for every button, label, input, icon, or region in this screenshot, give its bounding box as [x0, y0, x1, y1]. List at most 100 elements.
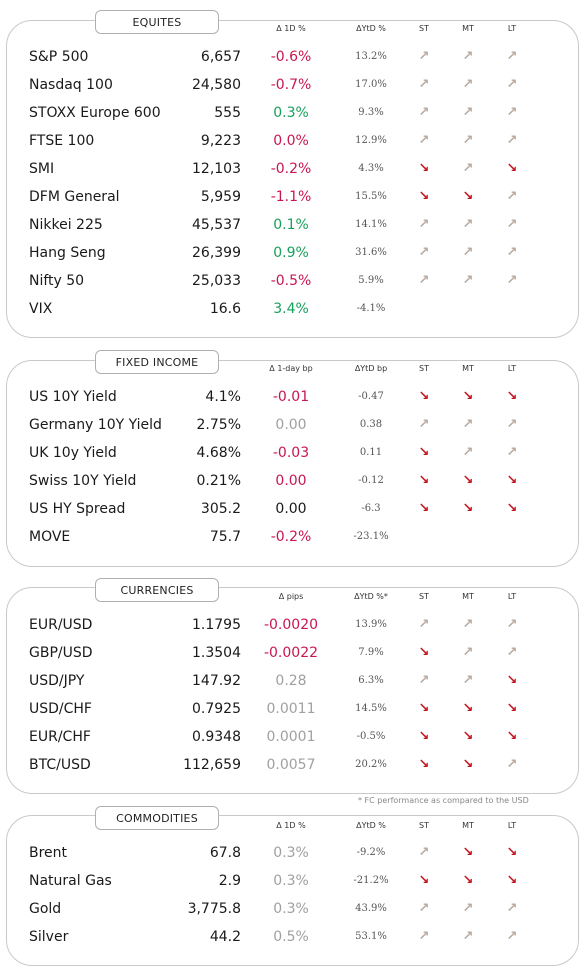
instrument-name: Nikkei 225: [29, 217, 103, 233]
commodities-header-chg: Δ 1D %: [276, 821, 306, 830]
arrow-up-right-icon: ↗: [462, 217, 474, 232]
arrow-up-right-icon: ↗: [506, 901, 518, 916]
instrument-value: 1.1795: [192, 617, 241, 633]
arrow-up-right-icon: ↗: [462, 645, 474, 660]
instrument-value: 555: [214, 105, 241, 121]
table-row: Silver 44.2 0.5% 53.1% ↗ ↗ ↗: [0, 923, 586, 951]
equities-panel: [6, 20, 579, 338]
ytd-change: -6.3: [361, 503, 381, 514]
arrow-down-right-icon: ↘: [506, 701, 518, 716]
daily-change: 0.0%: [273, 133, 309, 149]
ytd-change: 0.11: [359, 447, 383, 458]
instrument-name: US 10Y Yield: [29, 389, 117, 405]
instrument-name: Hang Seng: [29, 245, 106, 261]
arrow-down-right-icon: ↘: [418, 501, 430, 516]
ytd-change: 14.5%: [355, 703, 387, 714]
table-row: USD/JPY 147.92 0.28 6.3% ↗ ↗ ↘: [0, 667, 586, 695]
arrow-down-right-icon: ↘: [462, 845, 474, 860]
arrow-up-right-icon: ↗: [462, 445, 474, 460]
ytd-change: 17.0%: [355, 79, 387, 90]
arrow-up-right-icon: ↗: [462, 49, 474, 64]
table-row: DFM General 5,959 -1.1% 15.5% ↘ ↘ ↗: [0, 183, 586, 211]
arrow-up-right-icon: ↗: [462, 901, 474, 916]
ytd-change: -9.2%: [356, 847, 386, 858]
currencies-header-ytd: ΔYtD %*: [354, 592, 388, 601]
table-row: VIX 16.6 3.4% -4.1%: [0, 295, 586, 323]
fixed-income-header-ytd: ΔYtD bp: [354, 364, 388, 373]
arrow-up-right-icon: ↗: [418, 105, 430, 120]
table-row: SMI 12,103 -0.2% 4.3% ↘ ↗ ↘: [0, 155, 586, 183]
instrument-name: US HY Spread: [29, 501, 126, 517]
arrow-up-right-icon: ↗: [462, 105, 474, 120]
daily-change: 0.5%: [273, 929, 309, 945]
table-row: GBP/USD 1.3504 -0.0022 7.9% ↘ ↗ ↗: [0, 639, 586, 667]
instrument-value: 16.6: [209, 301, 241, 317]
arrow-down-right-icon: ↘: [462, 501, 474, 516]
ytd-change: -0.5%: [356, 731, 386, 742]
arrow-down-right-icon: ↘: [506, 845, 518, 860]
instrument-name: FTSE 100: [29, 133, 95, 149]
instrument-value: 4.68%: [196, 445, 241, 461]
instrument-value: 4.1%: [205, 389, 241, 405]
instrument-name: DFM General: [29, 189, 120, 205]
arrow-up-right-icon: ↗: [506, 617, 518, 632]
instrument-name: VIX: [29, 301, 53, 317]
arrow-up-right-icon: ↗: [418, 133, 430, 148]
arrow-down-right-icon: ↘: [506, 873, 518, 888]
ytd-change: 53.1%: [355, 931, 387, 942]
arrow-up-right-icon: ↗: [506, 757, 518, 772]
arrow-down-right-icon: ↘: [418, 161, 430, 176]
arrow-up-right-icon: ↗: [418, 217, 430, 232]
daily-change: 0.3%: [273, 873, 309, 889]
instrument-name: Gold: [29, 901, 62, 917]
table-row: Germany 10Y Yield 2.75% 0.00 0.38 ↗ ↗ ↗: [0, 411, 586, 439]
arrow-up-right-icon: ↗: [418, 49, 430, 64]
daily-change: 0.00: [275, 473, 307, 489]
instrument-name: S&P 500: [29, 49, 89, 65]
arrow-down-right-icon: ↘: [418, 189, 430, 204]
fixed-income-header-mt: MT: [462, 364, 474, 373]
arrow-up-right-icon: ↗: [506, 105, 518, 120]
instrument-name: STOXX Europe 600: [29, 105, 161, 121]
ytd-change: 12.9%: [355, 135, 387, 146]
arrow-up-right-icon: ↗: [418, 845, 430, 860]
instrument-name: GBP/USD: [29, 645, 93, 661]
table-row: Gold 3,775.8 0.3% 43.9% ↗ ↗ ↗: [0, 895, 586, 923]
instrument-value: 2.75%: [196, 417, 241, 433]
arrow-up-right-icon: ↗: [506, 273, 518, 288]
instrument-name: MOVE: [29, 529, 71, 545]
arrow-up-right-icon: ↗: [418, 673, 430, 688]
equities-title: EQUITES: [95, 10, 219, 34]
arrow-up-right-icon: ↗: [462, 133, 474, 148]
arrow-up-right-icon: ↗: [506, 245, 518, 260]
arrow-up-right-icon: ↗: [462, 617, 474, 632]
arrow-down-right-icon: ↘: [462, 473, 474, 488]
commodities-header-lt: LT: [507, 821, 517, 830]
arrow-up-right-icon: ↗: [418, 617, 430, 632]
daily-change: -0.7%: [270, 77, 312, 93]
instrument-value: 24,580: [192, 77, 241, 93]
arrow-up-right-icon: ↗: [418, 417, 430, 432]
equities-header-ytd: ΔYtD %: [356, 24, 386, 33]
arrow-up-right-icon: ↗: [418, 901, 430, 916]
arrow-down-right-icon: ↘: [418, 645, 430, 660]
arrow-down-right-icon: ↘: [418, 729, 430, 744]
arrow-down-right-icon: ↘: [506, 501, 518, 516]
instrument-value: 67.8: [209, 845, 241, 861]
arrow-up-right-icon: ↗: [506, 49, 518, 64]
ytd-change: -0.47: [358, 391, 384, 402]
arrow-up-right-icon: ↗: [506, 645, 518, 660]
arrow-up-right-icon: ↗: [462, 161, 474, 176]
equities-header-mt: MT: [462, 24, 474, 33]
commodities-title: COMMODITIES: [95, 806, 219, 830]
daily-change: -0.0022: [263, 645, 319, 661]
table-row: BTC/USD 112,659 0.0057 20.2% ↘ ↘ ↗: [0, 751, 586, 779]
table-row: Hang Seng 26,399 0.9% 31.6% ↗ ↗ ↗: [0, 239, 586, 267]
daily-change: 0.3%: [273, 901, 309, 917]
instrument-name: Nifty 50: [29, 273, 85, 289]
table-row: UK 10y Yield 4.68% -0.03 0.11 ↘ ↗ ↗: [0, 439, 586, 467]
daily-change: -0.0020: [263, 617, 319, 633]
ytd-change: 14.1%: [355, 219, 387, 230]
instrument-name: EUR/USD: [29, 617, 93, 633]
daily-change: 3.4%: [273, 301, 309, 317]
